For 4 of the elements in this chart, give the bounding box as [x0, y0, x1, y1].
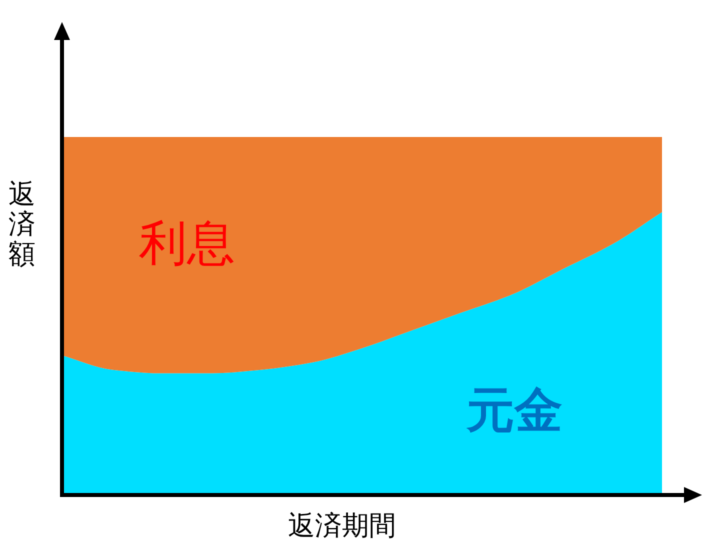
series-label: 利息	[139, 215, 235, 272]
series-label: 元金	[466, 382, 562, 438]
xlabel: 返済期間	[288, 510, 396, 542]
ylabel: 返済額	[8, 178, 36, 270]
